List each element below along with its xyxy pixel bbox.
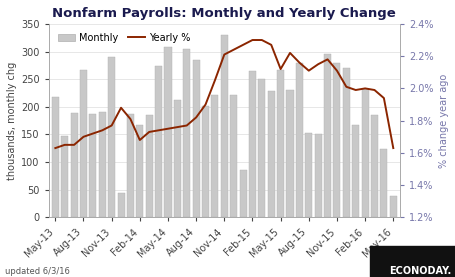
Bar bbox=[286, 90, 293, 217]
Bar bbox=[52, 97, 59, 217]
Y-axis label: % change year ago: % change year ago bbox=[438, 73, 448, 168]
Bar bbox=[183, 49, 190, 217]
Bar bbox=[239, 170, 246, 217]
Bar bbox=[220, 35, 228, 217]
Legend: Monthly, Yearly %: Monthly, Yearly % bbox=[54, 29, 194, 47]
Bar bbox=[164, 47, 171, 217]
Text: ECONODAY.: ECONODAY. bbox=[388, 266, 450, 276]
Bar bbox=[258, 79, 265, 217]
Bar bbox=[324, 54, 330, 217]
Bar bbox=[173, 100, 181, 217]
Bar bbox=[108, 57, 115, 217]
Bar bbox=[267, 91, 274, 217]
Bar bbox=[117, 193, 124, 217]
Bar bbox=[202, 106, 208, 217]
Bar bbox=[351, 125, 359, 217]
Bar bbox=[248, 71, 255, 217]
Bar bbox=[277, 70, 283, 217]
Bar bbox=[361, 89, 368, 217]
Bar bbox=[61, 136, 68, 217]
Bar bbox=[370, 115, 377, 217]
Bar bbox=[71, 114, 77, 217]
Title: Nonfarm Payrolls: Monthly and Yearly Change: Nonfarm Payrolls: Monthly and Yearly Cha… bbox=[52, 7, 395, 20]
Bar bbox=[389, 196, 396, 217]
Bar bbox=[342, 68, 349, 217]
Bar bbox=[80, 70, 87, 217]
Bar bbox=[211, 95, 218, 217]
Bar bbox=[99, 112, 106, 217]
Bar bbox=[304, 133, 312, 217]
Bar bbox=[136, 125, 143, 217]
Bar bbox=[314, 134, 321, 217]
Bar bbox=[379, 149, 387, 217]
Bar bbox=[89, 114, 96, 217]
Y-axis label: thousands, monthly chg: thousands, monthly chg bbox=[7, 61, 17, 180]
Bar bbox=[155, 66, 162, 217]
Bar bbox=[126, 114, 134, 217]
Bar bbox=[230, 95, 237, 217]
Text: updated 6/3/16: updated 6/3/16 bbox=[5, 267, 69, 276]
Bar bbox=[145, 115, 152, 217]
Bar bbox=[333, 63, 340, 217]
Bar bbox=[192, 60, 199, 217]
Bar bbox=[295, 63, 302, 217]
